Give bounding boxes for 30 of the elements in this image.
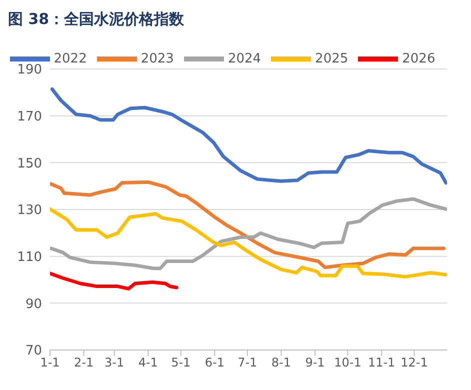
line-series — [50, 207, 447, 278]
y-tick-label: 90 — [25, 296, 42, 312]
legend-label: 2024 — [228, 52, 262, 67]
y-tick-label: 150 — [17, 156, 42, 172]
y-tick-label: 130 — [17, 203, 42, 218]
y-tick-label: 170 — [17, 109, 42, 124]
x-tick-label: 9-1 — [305, 356, 325, 370]
legend-label: 2025 — [315, 52, 348, 67]
line-series — [50, 272, 178, 290]
y-tick-label: 70 — [25, 344, 42, 359]
x-tick-label: 2-1 — [74, 356, 94, 370]
line-series — [50, 87, 447, 185]
line-series — [50, 197, 447, 270]
x-tick-label: 4-1 — [138, 356, 158, 370]
y-tick-label: 190 — [17, 62, 42, 78]
x-tick-label: 8-1 — [271, 356, 292, 370]
line-series — [50, 180, 446, 270]
x-tick-label: 3-1 — [104, 356, 124, 370]
chart-title: 图 38：全国水泥价格指数 — [8, 9, 186, 30]
x-tick-label: 6-1 — [204, 356, 224, 370]
x-tick-label: 10-1 — [334, 356, 362, 370]
x-tick-label: 11-1 — [368, 356, 396, 370]
x-tick-label: 12-1 — [400, 356, 428, 370]
legend-label: 2022 — [54, 52, 87, 67]
x-tick-label: 7-1 — [238, 356, 258, 370]
x-tick-label: 5-1 — [171, 356, 191, 370]
legend-label: 2023 — [140, 52, 174, 67]
x-tick-label: 1-1 — [40, 356, 60, 370]
y-tick-label: 110 — [17, 250, 42, 265]
legend-label: 2026 — [402, 52, 436, 67]
